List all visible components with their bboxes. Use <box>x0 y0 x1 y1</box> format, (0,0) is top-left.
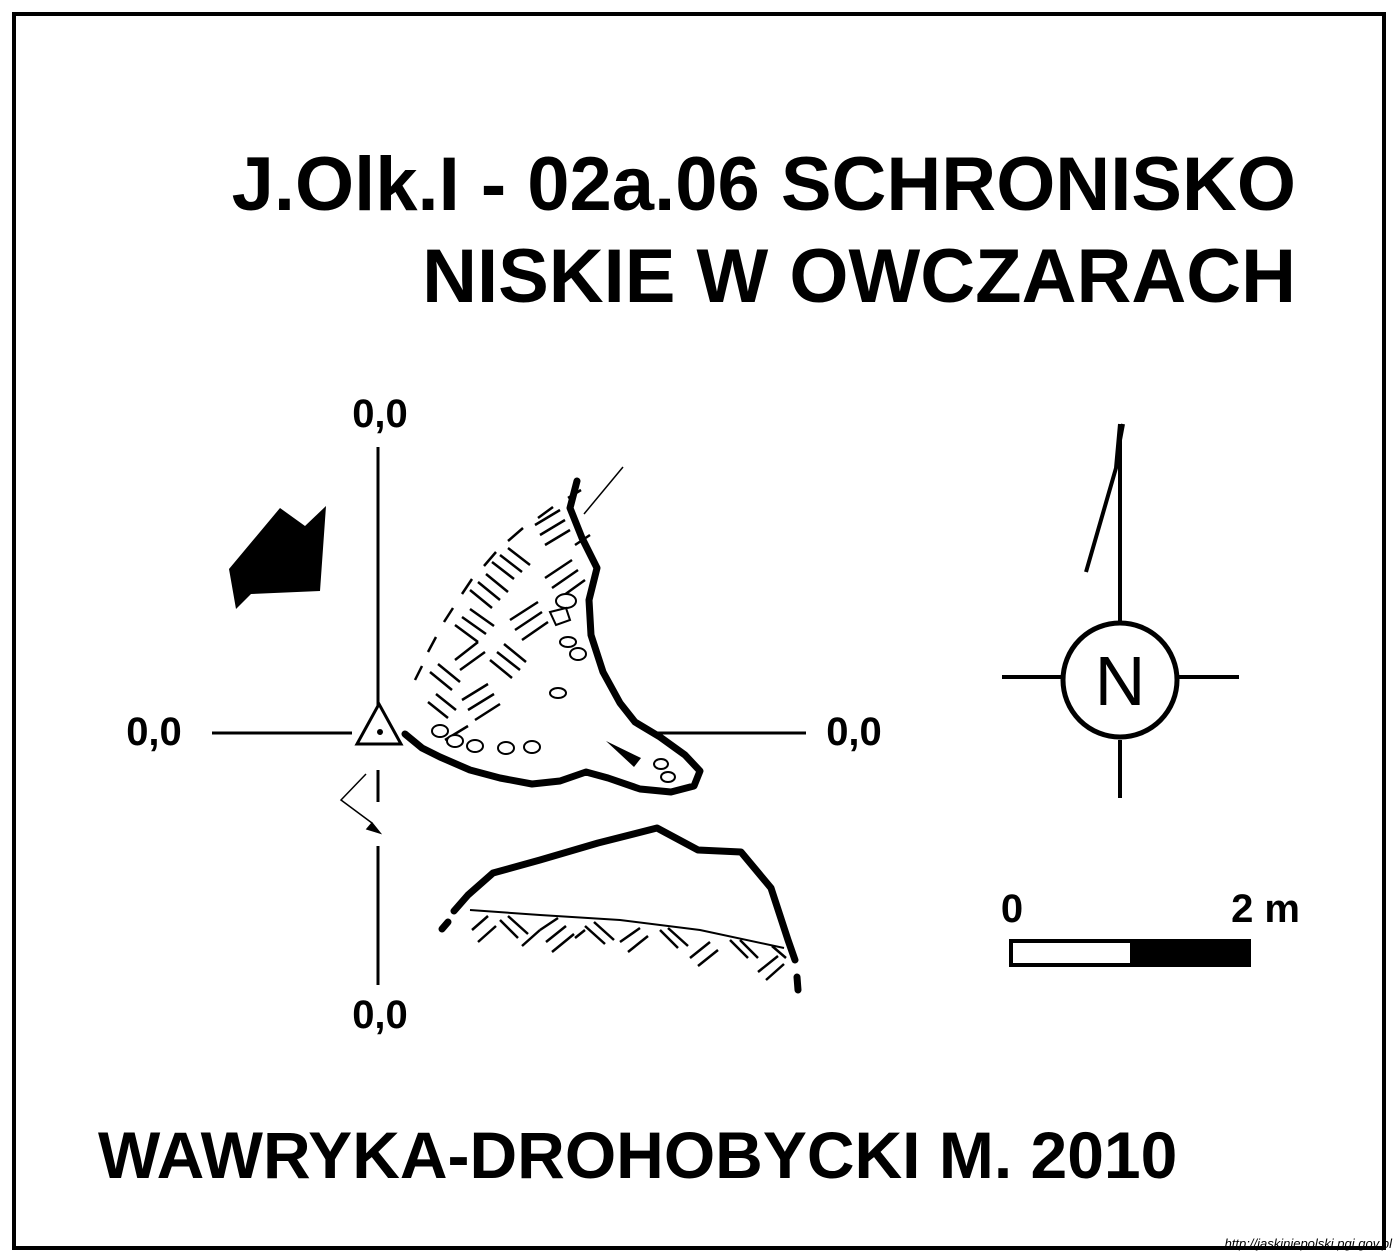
cross-section-floor <box>469 909 785 949</box>
map-title-line-2: NISKIE W OWCZARACH <box>422 234 1296 319</box>
compass-north-icon <box>1002 423 1239 798</box>
entrance-direction-icon <box>229 506 326 609</box>
dripline-dashes <box>413 466 624 681</box>
map-title-line-1: J.Olk.I - 02a.06 SCHRONISKO <box>232 142 1296 227</box>
cave-plan-outline <box>401 477 704 796</box>
rock-hatching <box>427 508 591 742</box>
cross-section-hatching <box>471 915 787 981</box>
scale-bar-end-label: 2 m <box>1231 887 1300 931</box>
datum-label-bottom: 0,0 <box>352 993 408 1037</box>
datum-label-right: 0,0 <box>826 710 882 754</box>
author-credit: WAWRYKA-DROHOBYCKI M. 2010 <box>98 1118 1177 1192</box>
datum-label-top: 0,0 <box>352 392 408 436</box>
scale-bar <box>1009 939 1251 967</box>
scale-bar-start-label: 0 <box>1001 887 1023 931</box>
map-frame <box>12 12 1386 1250</box>
source-url: http://jaskiniepolski.pgi.gov.pl <box>1225 1236 1394 1251</box>
survey-station-icon <box>354 700 404 746</box>
north-letter: N <box>1095 642 1146 720</box>
section-marker <box>339 773 383 835</box>
datum-label-left: 0,0 <box>126 710 182 754</box>
slope-arrow-icon <box>606 741 641 767</box>
rock-debris <box>431 593 676 783</box>
datum-cross <box>212 447 806 985</box>
cross-section-outline <box>450 824 799 964</box>
cross-section-ends <box>438 918 802 994</box>
